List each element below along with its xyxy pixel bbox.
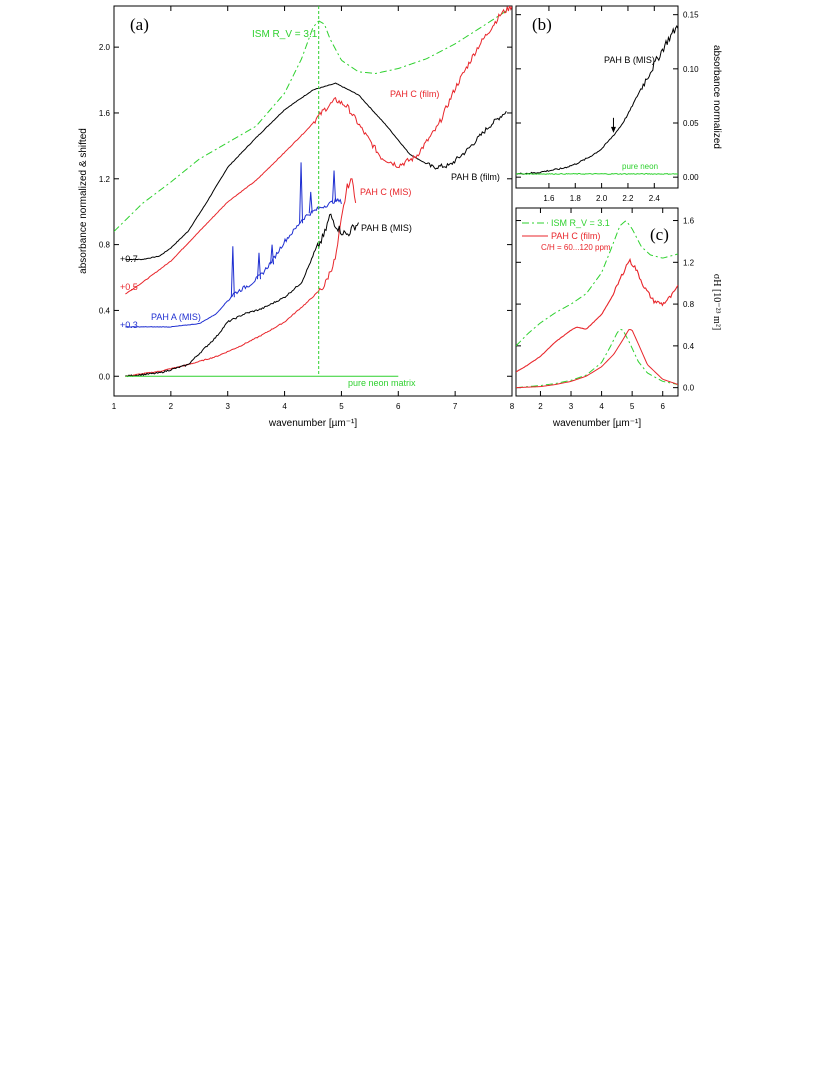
x-tick-label: 3 [569,402,574,411]
x-tick-label: 2.4 [649,194,661,203]
x-tick-label: 6 [660,402,665,411]
y-tick-label: 0.4 [99,306,111,315]
series-line [125,196,342,328]
y-tick-label: 0.00 [683,173,699,182]
series-line [516,328,678,389]
x-tick-label: 3 [225,402,230,411]
panel-a: 1 2 3 4 5 6 7 8 0.0 0.4 0.8 1.2 1.6 2.0 wavenumber [µm… [78,5,515,429]
series-line [516,24,678,175]
x-tick-label: 1.6 [543,194,555,203]
x-tick-label: 5 [630,402,635,411]
panel-label: (b) [532,15,552,34]
x-axis-label: wavenumber [µm⁻¹] [552,418,642,429]
plot-area [516,24,678,175]
y-tick-label: 0.15 [683,11,699,20]
panel-label: (c) [650,225,669,244]
panel-label: (a) [130,15,149,34]
series-label: ISM R_V = 3.1 [252,29,318,40]
x-tick-label: 4 [599,402,604,411]
plot-frame [515,207,679,397]
legend-label: ISM R_V = 3.1 [551,218,610,228]
y-axis-label: absorbance normalized [711,45,722,149]
x-tick-label: 2 [538,402,543,411]
y-tick-label: 2.0 [99,43,111,52]
series-line [125,178,357,378]
y-tick-label: 1.2 [99,175,111,184]
spectral-spike [230,246,235,298]
plot-frame [515,5,679,189]
series-label: pure neon [622,162,658,171]
series-label: PAH A (MIS) [151,312,201,322]
series-line [516,257,678,373]
y-tick-label: 0.10 [683,65,699,74]
y-tick-label: 0.8 [99,241,111,250]
x-tick-label: 1 [112,402,117,411]
series-label: PAH B (MIS) [361,223,412,233]
series-line [516,220,678,347]
x-tick-label: 2 [169,402,174,411]
x-tick-label: 8 [510,402,515,411]
offset-label: +0.5 [120,282,138,292]
series-line [125,82,507,261]
y-axis-label: absorbance normalized & shifted [78,128,89,274]
x-tick-label: 1.8 [570,194,582,203]
y-axis-label: σH [10⁻²³ m²] [711,274,722,330]
offset-label: +0.7 [120,254,138,264]
spectral-spike [256,252,261,280]
series-label: PAH C (MIS) [360,187,411,197]
legend-label: PAH C (film) [551,231,600,241]
series-line [125,213,359,378]
series-label: PAH B (MIS) [604,55,655,65]
series-line [516,172,678,175]
x-tick-label: 4 [282,402,287,411]
series-label: PAH B (film) [451,172,500,182]
legend-note: C/H = 60...120 ppm [541,243,611,252]
y-tick-label: 1.6 [683,217,695,226]
panel-c: 2 3 4 5 6 0.0 0.4 0.8 1.2 1.6 wavenumber [µm⁻¹] σH … [515,207,722,429]
y-tick-label: 0.05 [683,119,699,128]
legend: ISM R_V = 3.1 PAH C (film) C/H = 60...120 … [522,218,611,252]
plot-frame [113,5,513,397]
series-label: pure neon matrix [348,378,416,388]
y-tick-label: 0.8 [683,300,695,309]
spectral-spike [332,170,337,202]
y-tick-label: 0.0 [683,384,695,393]
spectral-spike [308,191,313,214]
spectral-spike [299,162,304,224]
plot-area [114,6,512,378]
x-axis-label: wavenumber [µm⁻¹] [268,418,358,429]
series-line [114,10,507,232]
spectral-spike [270,244,275,265]
y-tick-label: 0.0 [99,372,111,381]
series-line [516,328,678,389]
arrow-head [610,126,616,133]
panel-b: 1.6 1.8 2.0 2.2 2.4 0.00 0.05 0.10 0.15 absorbanc… [515,5,722,203]
x-tick-label: 2.0 [596,194,608,203]
x-tick-label: 5 [339,402,344,411]
series-label: PAH C (film) [390,89,439,99]
y-tick-label: 1.6 [99,109,111,118]
x-tick-label: 2.2 [622,194,634,203]
y-tick-label: 1.2 [683,258,695,267]
plot-area [516,220,678,389]
series-line [125,6,512,295]
x-tick-label: 6 [396,402,401,411]
offset-label: +0.3 [120,320,138,330]
x-tick-label: 7 [453,402,458,411]
y-tick-label: 0.4 [683,342,695,351]
